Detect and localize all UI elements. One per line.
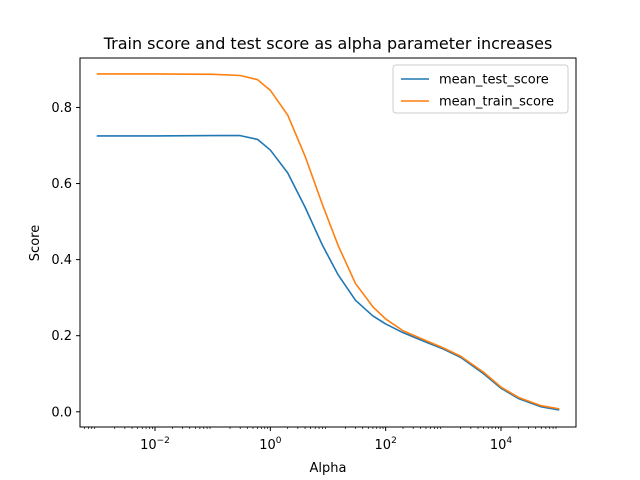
series-line-mean-test-score bbox=[96, 134, 560, 411]
x-axis-ticks: 10−2 100 102 104 bbox=[84, 427, 557, 453]
legend-box bbox=[392, 64, 569, 114]
y-tick-label: 0.0 bbox=[51, 405, 72, 420]
y-tick-label: 0.4 bbox=[51, 253, 72, 268]
y-tick-label: 0.8 bbox=[51, 101, 72, 116]
x-tick-label: 100 bbox=[259, 436, 282, 453]
series-layer bbox=[96, 73, 560, 411]
chart-title: Train score and test score as alpha para… bbox=[103, 34, 553, 53]
x-tick-label: 10−2 bbox=[140, 436, 170, 453]
y-tick-label: 0.2 bbox=[51, 329, 72, 344]
y-axis-ticks: 0.0 0.2 0.4 0.6 0.8 bbox=[51, 101, 80, 420]
legend-label: mean_test_score bbox=[439, 73, 549, 88]
x-tick-label: 104 bbox=[490, 436, 513, 453]
plot-area bbox=[79, 57, 577, 428]
y-tick-label: 0.6 bbox=[51, 177, 72, 192]
x-tick-label: 102 bbox=[375, 436, 397, 453]
series-line-mean-train-score bbox=[96, 73, 560, 410]
legend: mean_test_score mean_train_score bbox=[392, 64, 569, 114]
y-axis-label: Score bbox=[28, 225, 43, 261]
legend-label: mean_train_score bbox=[439, 95, 554, 110]
x-axis-label: Alpha bbox=[310, 461, 347, 476]
